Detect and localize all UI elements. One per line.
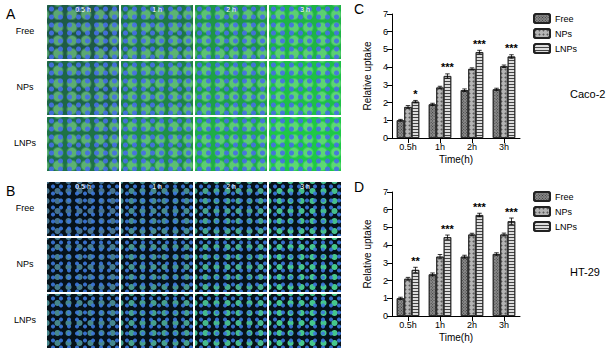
svg-text:6: 6	[383, 27, 388, 37]
svg-text:Time(h): Time(h)	[439, 332, 473, 343]
svg-text:***: ***	[473, 38, 487, 50]
html-text:LNPs: LNPs	[14, 138, 36, 148]
svg-text:1: 1	[383, 293, 388, 303]
svg-text:0: 0	[383, 133, 388, 143]
svg-text:***: ***	[441, 61, 455, 73]
svg-text:3: 3	[383, 80, 388, 90]
svg-text:***: ***	[441, 223, 455, 235]
svg-text:0: 0	[383, 311, 388, 321]
svg-text:Free: Free	[555, 192, 574, 202]
svg-text:2h: 2h	[467, 142, 477, 152]
html-text:3 h: 3 h	[300, 6, 310, 13]
html-text:0.5 h: 0.5 h	[75, 6, 91, 13]
html-text:NPs: NPs	[16, 82, 34, 92]
svg-text:Time(h): Time(h)	[439, 154, 473, 165]
html-text:Free: Free	[15, 26, 35, 36]
html-text:1 h: 1 h	[152, 183, 162, 190]
html-text:A: A	[6, 6, 16, 22]
html-text:0.5 h: 0.5 h	[75, 183, 91, 190]
svg-text:NPs: NPs	[555, 29, 573, 39]
svg-text:Free: Free	[555, 14, 574, 24]
svg-text:2h: 2h	[467, 320, 477, 330]
svg-text:***: ***	[505, 206, 519, 218]
svg-text:3h: 3h	[499, 320, 509, 330]
svg-text:LNPs: LNPs	[555, 44, 578, 54]
html-text:B: B	[6, 183, 16, 199]
svg-text:0.5h: 0.5h	[399, 320, 417, 330]
svg-text:1: 1	[383, 115, 388, 125]
html-text:LNPs: LNPs	[14, 315, 36, 325]
svg-text:2: 2	[383, 98, 388, 108]
svg-text:1h: 1h	[435, 320, 445, 330]
html-text:NPs: NPs	[16, 259, 34, 269]
svg-text:1h: 1h	[435, 142, 445, 152]
svg-text:NPs: NPs	[555, 207, 573, 217]
svg-text:4: 4	[383, 62, 388, 72]
svg-text:LNPs: LNPs	[555, 222, 578, 232]
svg-text:7: 7	[383, 9, 388, 19]
svg-text:7: 7	[383, 187, 388, 197]
svg-text:Caco-2: Caco-2	[570, 88, 605, 100]
html-text:2 h: 2 h	[226, 183, 236, 190]
svg-text:*: *	[413, 88, 418, 100]
svg-text:6: 6	[383, 205, 388, 215]
svg-text:Relative uptake: Relative uptake	[362, 41, 373, 110]
svg-text:**: **	[411, 255, 420, 267]
html-text:1 h: 1 h	[152, 6, 162, 13]
html-text:Free: Free	[15, 203, 35, 213]
svg-text:2: 2	[383, 276, 388, 286]
svg-text:5: 5	[383, 44, 388, 54]
svg-text:HT-29: HT-29	[570, 266, 600, 278]
svg-text:5: 5	[383, 222, 388, 232]
svg-text:***: ***	[473, 201, 487, 213]
svg-text:D: D	[354, 179, 364, 195]
html-text:2 h: 2 h	[226, 6, 236, 13]
svg-text:3: 3	[383, 258, 388, 268]
svg-text:3h: 3h	[499, 142, 509, 152]
svg-text:Relative uptake: Relative uptake	[362, 219, 373, 288]
svg-text:0.5h: 0.5h	[399, 142, 417, 152]
svg-text:C: C	[354, 1, 364, 17]
svg-text:4: 4	[383, 240, 388, 250]
svg-text:***: ***	[505, 42, 519, 54]
html-text:3 h: 3 h	[300, 183, 310, 190]
